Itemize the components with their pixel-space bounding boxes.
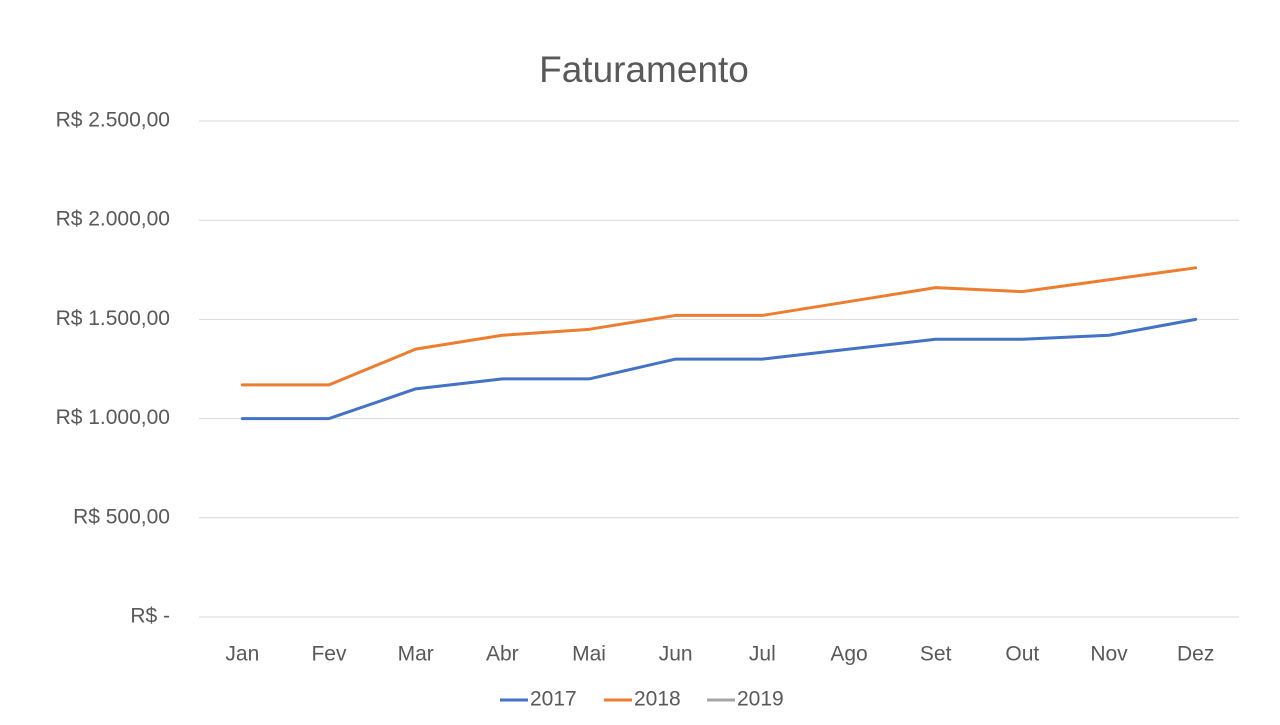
x-tick-label: Jan (225, 643, 259, 666)
x-tick-label: Mai (572, 643, 606, 666)
x-tick-label: Nov (1090, 643, 1128, 666)
x-tick-label: Jun (659, 643, 693, 666)
y-tick-label: R$ 500,00 (73, 505, 170, 528)
x-tick-label: Out (1005, 643, 1039, 666)
x-tick-label: Ago (830, 643, 867, 666)
x-tick-label: Abr (486, 643, 519, 666)
y-tick-label: R$ 1.500,00 (56, 307, 170, 330)
series-line (240, 266, 1198, 387)
x-tick-label: Dez (1177, 643, 1214, 666)
series-line (240, 317, 1198, 421)
legend-label: 2019 (737, 688, 784, 711)
x-tick-label: Mar (398, 643, 434, 666)
legend-label: 2017 (530, 688, 577, 711)
x-tick-label: Fev (311, 643, 347, 666)
chart-title: Faturamento (539, 49, 749, 90)
legend-label: 2018 (634, 688, 681, 711)
y-tick-label: R$ 1.000,00 (56, 406, 170, 429)
y-tick-label: R$ 2.500,00 (56, 109, 170, 132)
x-tick-label: Set (920, 643, 952, 666)
y-tick-label: R$ - (130, 605, 170, 628)
x-tick-label: Jul (749, 643, 776, 666)
y-tick-label: R$ 2.000,00 (56, 208, 170, 231)
